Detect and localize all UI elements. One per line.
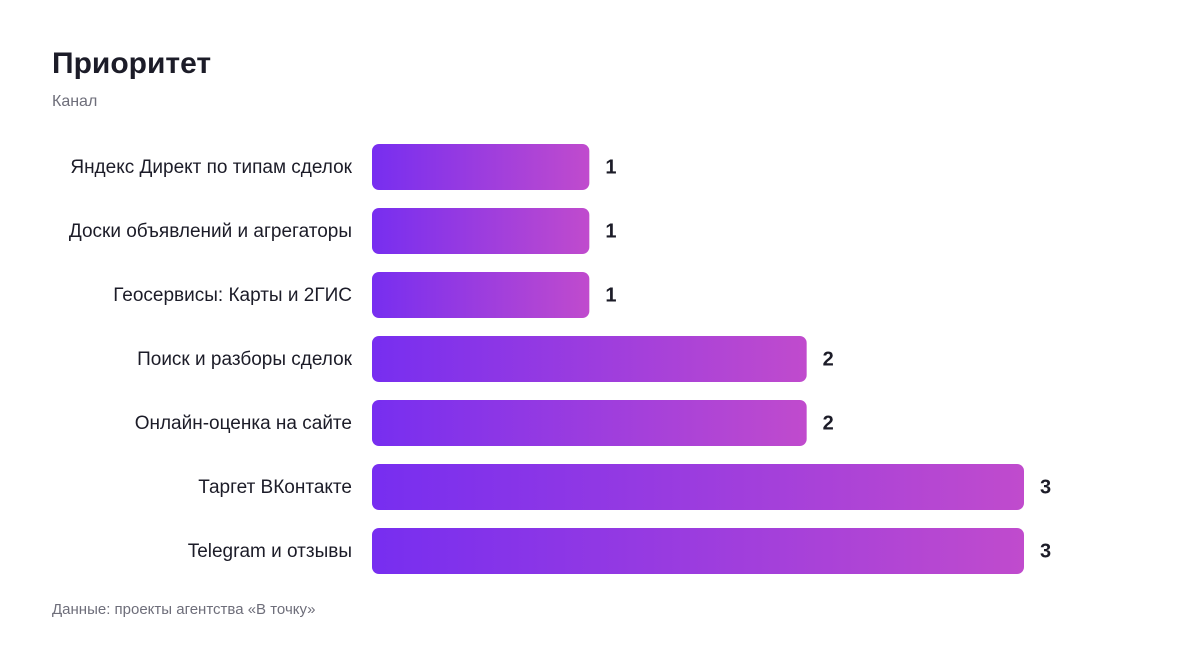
bar bbox=[372, 208, 590, 254]
value-label: 3 bbox=[1040, 540, 1051, 562]
bar bbox=[372, 528, 1024, 574]
chart-subtitle: Канал bbox=[52, 93, 97, 110]
source-note: Данные: проекты агентства «В точку» bbox=[52, 601, 316, 618]
value-label: 1 bbox=[605, 156, 616, 178]
value-label: 2 bbox=[823, 348, 834, 370]
category-label: Яндекс Директ по типам сделок bbox=[70, 157, 352, 178]
category-label: Доски объявлений и агрегаторы bbox=[69, 221, 352, 242]
value-label: 1 bbox=[605, 220, 616, 242]
bar bbox=[372, 464, 1024, 510]
bar bbox=[372, 272, 590, 318]
value-label: 1 bbox=[605, 284, 616, 306]
category-label: Telegram и отзывы bbox=[188, 541, 352, 562]
value-label: 3 bbox=[1040, 476, 1051, 498]
category-label: Онлайн-оценка на сайте bbox=[135, 413, 352, 434]
bar bbox=[372, 400, 807, 446]
category-label: Геосервисы: Карты и 2ГИС bbox=[113, 285, 352, 306]
category-label: Поиск и разборы сделок bbox=[137, 349, 353, 370]
bar bbox=[372, 144, 590, 190]
bar bbox=[372, 336, 807, 382]
category-label: Таргет ВКонтакте bbox=[198, 477, 352, 498]
chart-title: Приоритет bbox=[52, 47, 211, 80]
value-label: 2 bbox=[823, 412, 834, 434]
